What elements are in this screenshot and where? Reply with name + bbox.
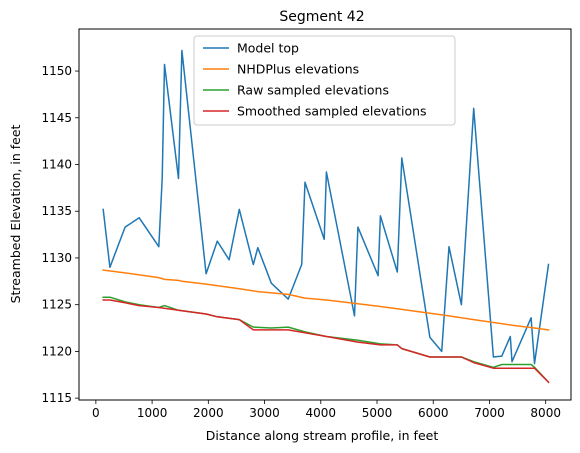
- y-tick-label: 1145: [41, 111, 72, 125]
- legend-label-1: Model top: [237, 41, 299, 56]
- series-line-2: [102, 269, 550, 331]
- x-tick-label: 8000: [530, 406, 561, 420]
- legend-label-3: Raw sampled elevations: [237, 83, 389, 98]
- y-axis-title: Streambed Elevation, in feet: [8, 124, 23, 303]
- legend-box: [193, 35, 456, 126]
- legend-label-2: NHDPlus elevations: [237, 62, 359, 77]
- x-tick-label: 1000: [137, 406, 168, 420]
- legend-label-4: Smoothed sampled elevations: [237, 104, 427, 119]
- series-line-3: [102, 296, 550, 384]
- series-layer: [102, 49, 550, 384]
- legend: Model top NHDPlus elevations Raw sampled e…: [193, 35, 456, 126]
- x-tick-label: 4000: [306, 406, 337, 420]
- chart-title: Segment 42: [279, 9, 364, 25]
- y-axis-ticks: 1115 1120 1125 1130 1135 1140 1145 1150: [41, 64, 79, 405]
- plot-frame: [78, 28, 572, 401]
- x-tick-label: 0: [92, 406, 100, 420]
- x-axis-title: Distance along stream profile, in feet: [206, 428, 439, 443]
- x-tick-label: 7000: [474, 406, 505, 420]
- y-tick-label: 1115: [41, 391, 72, 405]
- y-tick-label: 1140: [41, 158, 72, 172]
- x-tick-label: 5000: [362, 406, 393, 420]
- x-tick-label: 3000: [249, 406, 280, 420]
- x-tick-label: 2000: [193, 406, 224, 420]
- series-line-4: [102, 299, 550, 384]
- y-tick-label: 1150: [41, 64, 72, 78]
- y-tick-label: 1135: [41, 204, 72, 218]
- x-tick-label: 6000: [418, 406, 449, 420]
- x-axis-ticks: 0 1000 2000 3000 4000 5000 6000 7000 8000: [92, 400, 561, 420]
- y-tick-label: 1125: [41, 298, 72, 312]
- series-line-1: [102, 49, 550, 365]
- y-tick-label: 1120: [41, 344, 72, 358]
- y-tick-label: 1130: [41, 251, 72, 265]
